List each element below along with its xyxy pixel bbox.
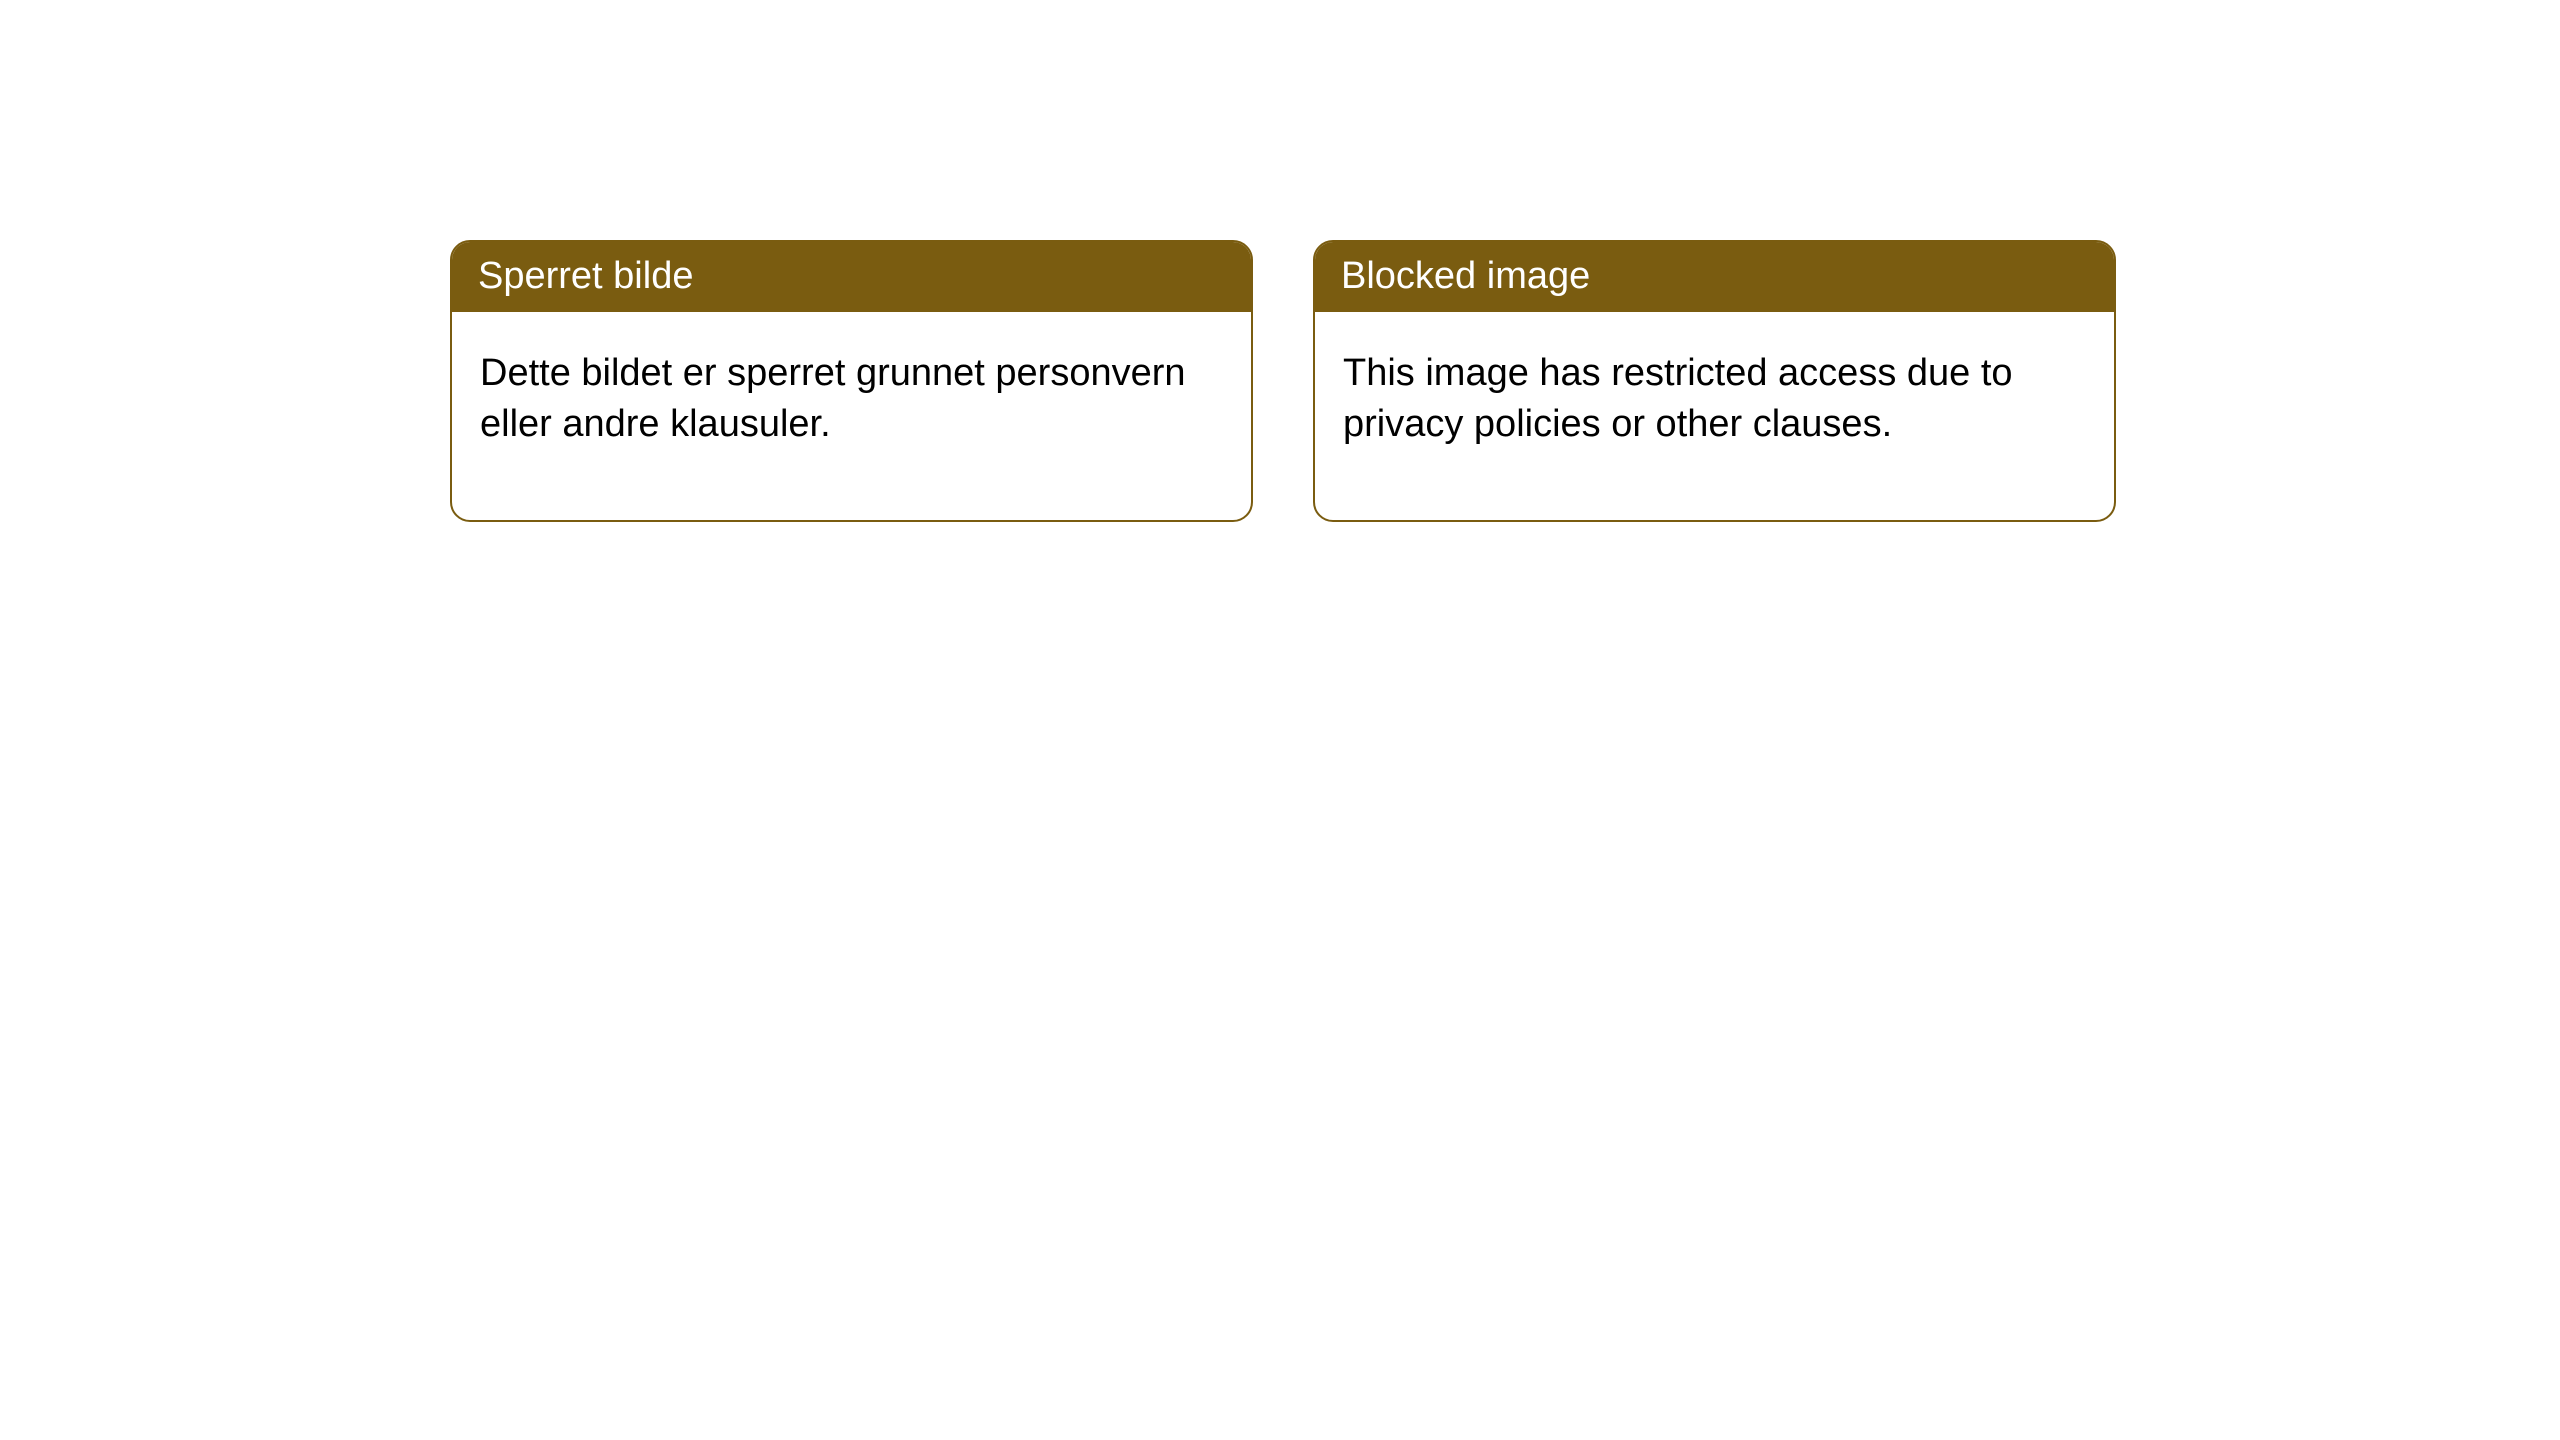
notice-body: Dette bildet er sperret grunnet personve… xyxy=(452,312,1251,521)
notice-box-english: Blocked image This image has restricted … xyxy=(1313,240,2116,522)
notice-header: Sperret bilde xyxy=(452,242,1251,312)
notice-body: This image has restricted access due to … xyxy=(1315,312,2114,521)
notice-header: Blocked image xyxy=(1315,242,2114,312)
notice-box-norwegian: Sperret bilde Dette bildet er sperret gr… xyxy=(450,240,1253,522)
notice-container: Sperret bilde Dette bildet er sperret gr… xyxy=(450,240,2116,522)
